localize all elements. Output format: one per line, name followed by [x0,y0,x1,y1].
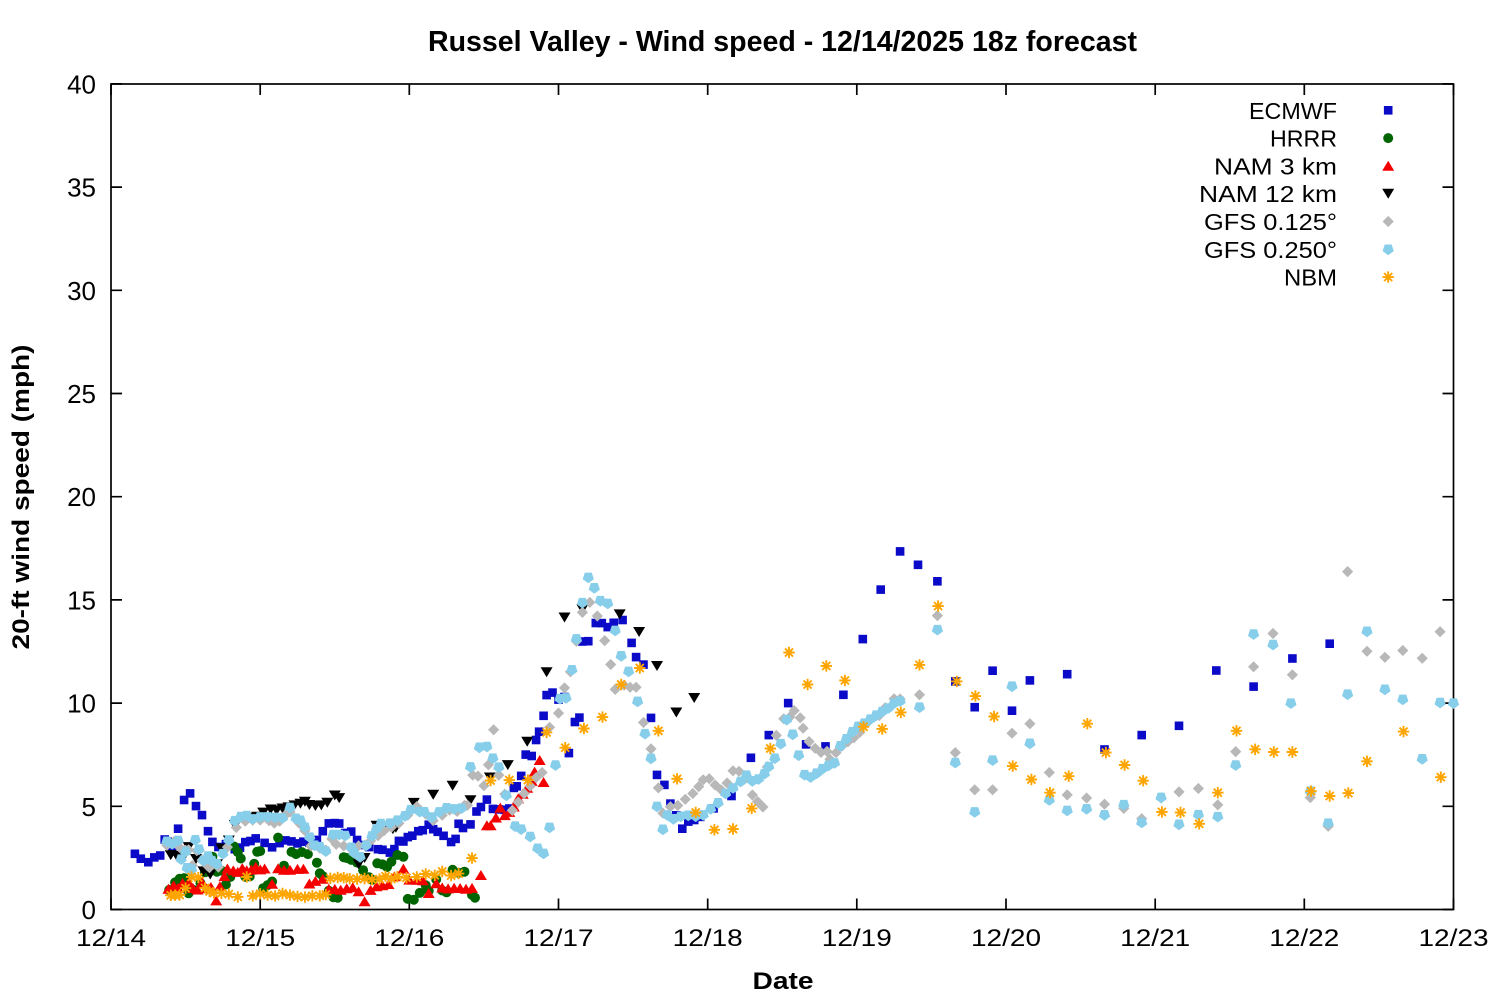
svg-text:15: 15 [67,585,96,615]
svg-text:12/23: 12/23 [1419,925,1489,952]
svg-text:12/19: 12/19 [822,925,892,952]
svg-text:25: 25 [67,379,96,409]
svg-text:12/17: 12/17 [524,925,594,952]
svg-text:HRRR: HRRR [1270,126,1337,152]
svg-text:NAM 3 km: NAM 3 km [1214,153,1337,179]
svg-text:NBM: NBM [1284,265,1337,291]
svg-text:30: 30 [67,276,96,306]
svg-text:12/16: 12/16 [374,925,444,952]
svg-text:12/21: 12/21 [1120,925,1190,952]
svg-text:12/18: 12/18 [673,925,743,952]
svg-text:0: 0 [82,895,96,925]
svg-text:Date: Date [753,968,814,995]
svg-text:5: 5 [82,792,96,822]
svg-text:NAM 12 km: NAM 12 km [1199,181,1337,207]
svg-text:40: 40 [67,69,96,99]
svg-text:ECMWF: ECMWF [1249,98,1337,124]
svg-text:10: 10 [67,689,96,719]
svg-text:Russel Valley - Wind speed - 1: Russel Valley - Wind speed - 12/14/2025 … [428,26,1137,58]
svg-text:GFS 0.250°: GFS 0.250° [1204,237,1337,263]
svg-text:12/15: 12/15 [225,925,295,952]
svg-text:GFS 0.125°: GFS 0.125° [1204,209,1337,235]
svg-text:20: 20 [67,482,96,512]
svg-text:12/14: 12/14 [76,925,146,952]
svg-text:35: 35 [67,173,96,203]
svg-text:12/20: 12/20 [971,925,1041,952]
svg-text:12/22: 12/22 [1269,925,1339,952]
svg-text:20-ft wind speed (mph): 20-ft wind speed (mph) [8,345,35,650]
